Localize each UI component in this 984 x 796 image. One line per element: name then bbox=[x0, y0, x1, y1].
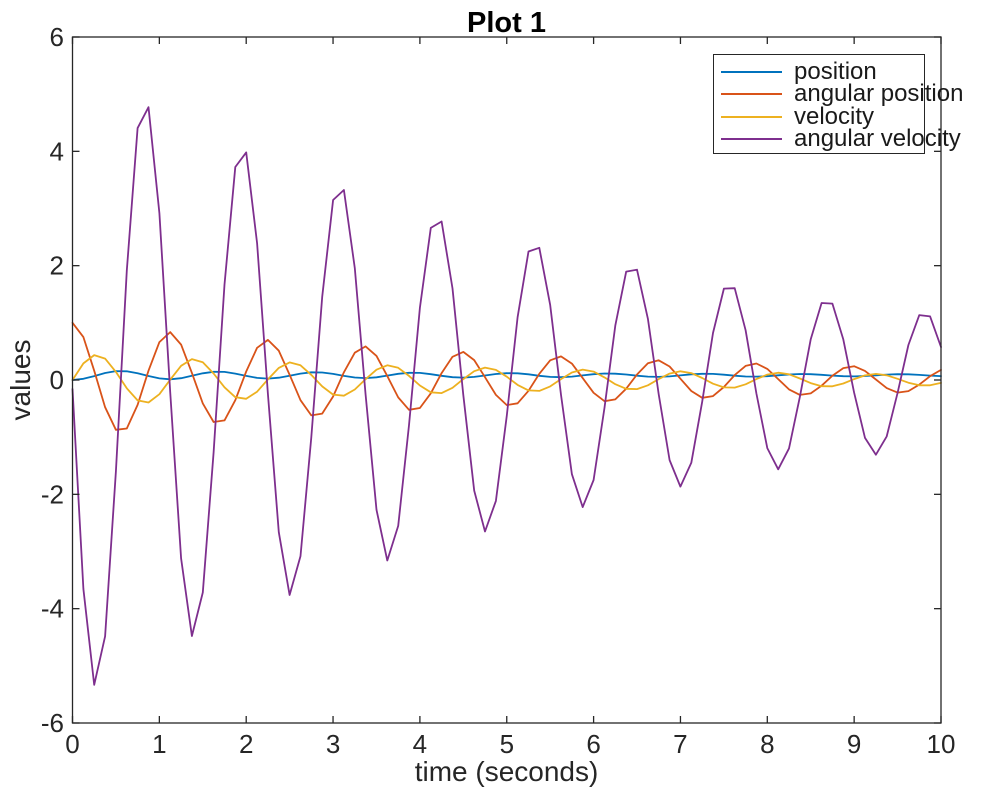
x-tick-label: 5 bbox=[500, 729, 514, 759]
legend-label: position bbox=[794, 58, 877, 86]
x-tick-label: 8 bbox=[760, 729, 774, 759]
y-tick-label: 2 bbox=[50, 251, 64, 281]
y-tick-label: -2 bbox=[41, 479, 64, 509]
y-tick-label: -4 bbox=[41, 594, 64, 624]
x-tick-label: 7 bbox=[673, 729, 687, 759]
legend-item-angular-velocity: angular velocity bbox=[714, 125, 961, 152]
plot-title: Plot 1 bbox=[467, 7, 546, 39]
legend-item-position: position bbox=[714, 58, 924, 86]
legend-line-sample bbox=[721, 93, 782, 96]
series-line-position bbox=[71, 370, 942, 381]
legend-item-velocity: velocity bbox=[714, 102, 924, 130]
x-tick-labels: 0 1 2 3 4 5 6 7 8 9 10 bbox=[65, 729, 955, 759]
legend-label: angular velocity bbox=[794, 125, 961, 153]
legend-line-sample bbox=[721, 138, 782, 141]
x-tick-label: 0 bbox=[65, 729, 79, 759]
y-axis-label: values bbox=[5, 339, 36, 421]
legend-item-angular-position: angular position bbox=[714, 80, 963, 107]
legend-label: velocity bbox=[794, 102, 875, 130]
legend-label: angular position bbox=[794, 80, 964, 108]
y-tick-label: 0 bbox=[50, 365, 64, 395]
x-tick-label: 2 bbox=[239, 729, 253, 759]
x-tick-label: 3 bbox=[326, 729, 340, 759]
x-tick-label: 6 bbox=[586, 729, 600, 759]
series-line-velocity bbox=[71, 354, 942, 404]
y-tick-label: -6 bbox=[41, 708, 64, 738]
legend: position angular position velocity angular … bbox=[713, 54, 963, 154]
x-tick-label: 9 bbox=[847, 729, 861, 759]
x-tick-label: 10 bbox=[927, 729, 956, 759]
legend-line-sample bbox=[721, 71, 782, 74]
y-tick-label: 4 bbox=[50, 136, 64, 166]
x-tick-label: 1 bbox=[152, 729, 166, 759]
series-line-angular-position bbox=[71, 321, 942, 431]
y-tick-label: 6 bbox=[50, 22, 64, 52]
series-line-angular-velocity bbox=[71, 106, 942, 686]
y-tick-labels: -6 -4 -2 0 2 4 6 bbox=[41, 22, 64, 738]
x-tick-label: 4 bbox=[413, 729, 427, 759]
x-axis-label: time (seconds) bbox=[414, 756, 599, 787]
tick-marks bbox=[71, 36, 942, 724]
legend-line-sample bbox=[721, 115, 782, 118]
